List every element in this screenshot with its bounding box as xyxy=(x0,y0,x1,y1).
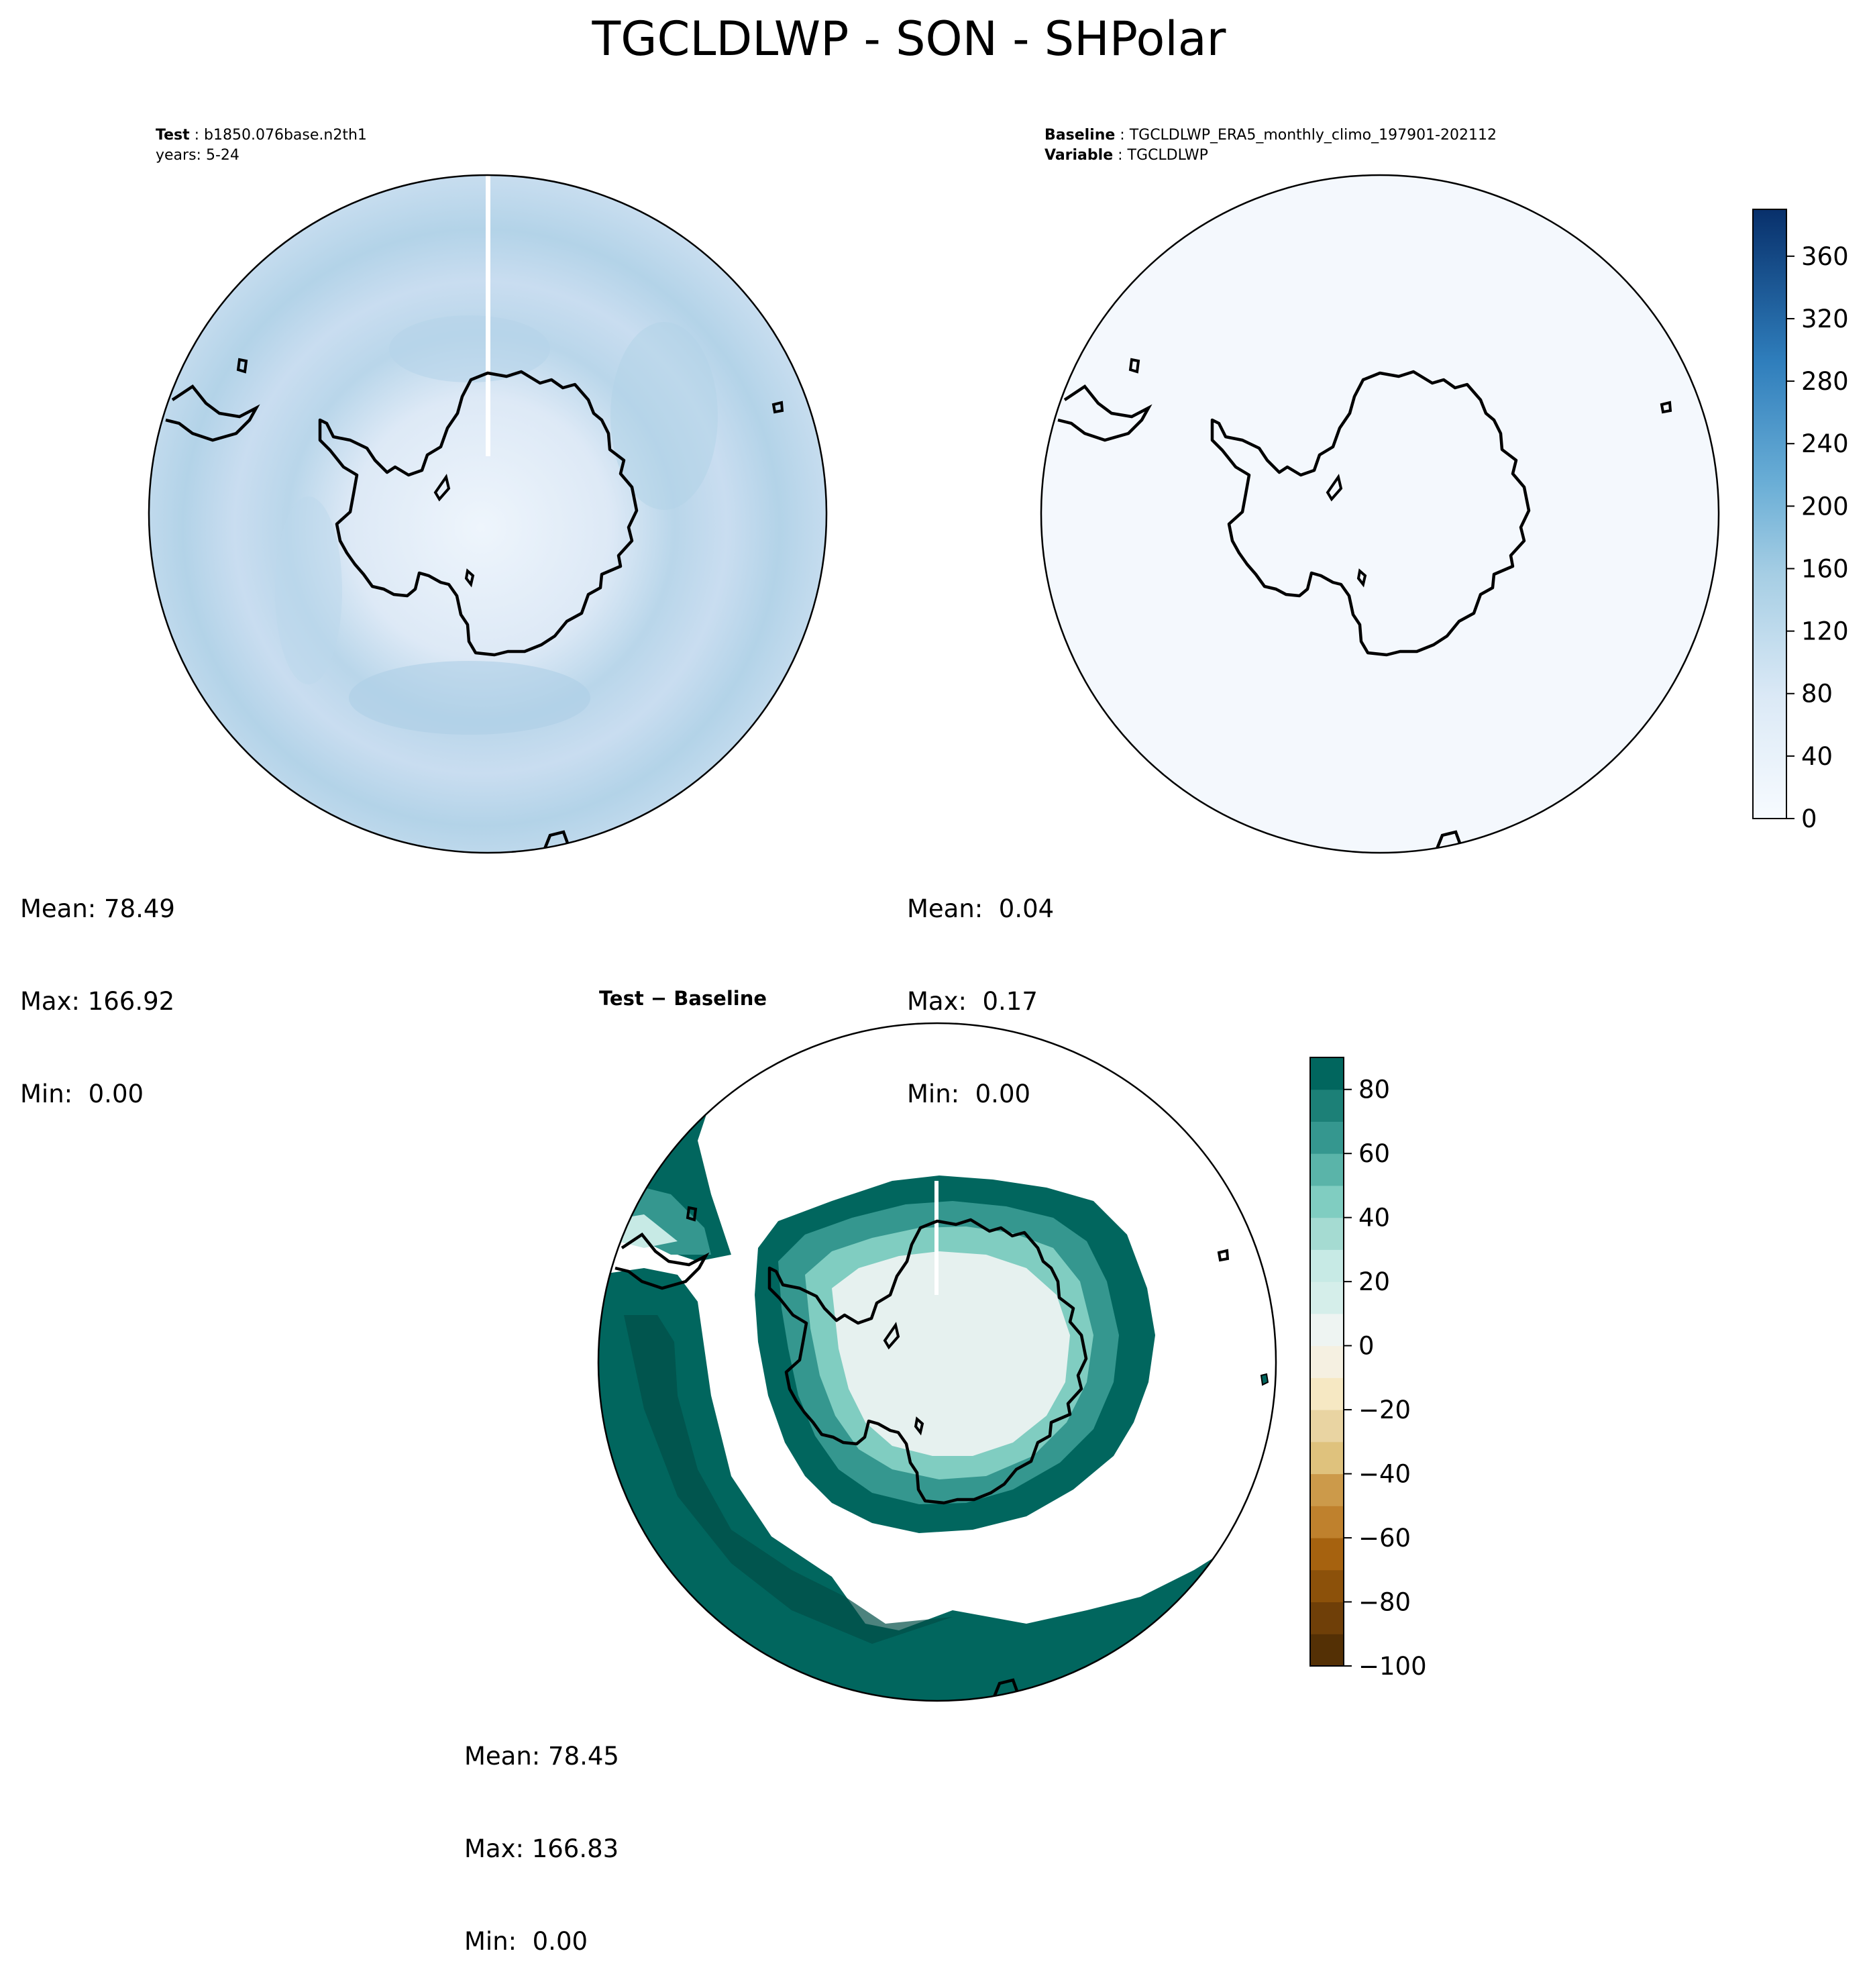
blues-colorbar-ticks: 0 40 80 120 160 200 240 280 320 360 xyxy=(1786,242,1849,833)
test-map-boundary xyxy=(148,174,828,854)
figure-title: TGCLDLWP - SON - SHPolar xyxy=(592,11,1226,66)
brbg-color-segment xyxy=(1310,1441,1344,1475)
brbg-tick-label: 0 xyxy=(1358,1332,1375,1361)
diff-title: Test − Baseline xyxy=(599,987,767,1010)
blues-tick-label: 160 xyxy=(1801,554,1849,583)
baseline-dataset-name: TGCLDLWP_ERA5_monthly_climo_197901-20211… xyxy=(1129,127,1497,144)
brbg-color-segment xyxy=(1310,1089,1344,1122)
test-stats: Mean: 78.49 Max: 166.92 Min: 0.00 xyxy=(20,832,175,1141)
test-panel: Test : b1850.076base.n2th1 years: 5-24 xyxy=(148,127,828,854)
test-mean: Mean: 78.49 xyxy=(20,894,175,923)
brbg-color-segment xyxy=(1310,1473,1344,1506)
diff-stats: Mean: 78.45 Max: 166.83 Min: 0.00 xyxy=(464,1679,619,1988)
baseline-map xyxy=(1041,175,1719,853)
baseline-label: Baseline xyxy=(1044,127,1115,144)
test-map xyxy=(149,175,826,853)
brbg-tick-label: −80 xyxy=(1358,1588,1411,1617)
blues-tick-label: 360 xyxy=(1801,242,1849,271)
test-max: Max: 166.92 xyxy=(20,987,175,1016)
blues-tick-label: 240 xyxy=(1801,429,1849,458)
brbg-tick-label: −100 xyxy=(1358,1652,1427,1681)
brbg-tick-label: −60 xyxy=(1358,1524,1411,1553)
brbg-color-segment xyxy=(1310,1121,1344,1154)
baseline-panel: Baseline : TGCLDLWP_ERA5_monthly_climo_1… xyxy=(1040,127,1849,854)
blues-tick-label: 80 xyxy=(1801,680,1833,709)
brbg-color-segment xyxy=(1310,1249,1344,1282)
brbg-color-segment xyxy=(1310,1313,1344,1347)
blues-tick-label: 0 xyxy=(1801,804,1817,833)
svg-text:Test : b1850.076base.n2th1: Test : b1850.076base.n2th1 xyxy=(156,127,367,144)
brbg-color-segment xyxy=(1310,1185,1344,1218)
variable-label: Variable xyxy=(1044,147,1113,164)
brbg-color-segment xyxy=(1310,1410,1344,1443)
test-years: years: 5-24 xyxy=(156,147,239,164)
brbg-tick-label: −40 xyxy=(1358,1460,1411,1489)
baseline-map-boundary xyxy=(1040,174,1720,854)
diff-max: Max: 166.83 xyxy=(464,1834,619,1863)
brbg-tick-label: 40 xyxy=(1358,1204,1390,1233)
diff-min: Min: 0.00 xyxy=(464,1927,588,1956)
brbg-color-segment xyxy=(1310,1538,1344,1571)
brbg-color-segment xyxy=(1310,1153,1344,1186)
figure-canvas: TGCLDLWP - SON - SHPolar Test : b1850.07… xyxy=(148,11,1849,1702)
blues-tick-label: 320 xyxy=(1801,305,1849,333)
brbg-color-segment xyxy=(1310,1281,1344,1314)
brbg-tick-label: 20 xyxy=(1358,1267,1390,1296)
svg-text:Baseline : TGCLDLWP_ERA5_month: Baseline : TGCLDLWP_ERA5_monthly_climo_1… xyxy=(1044,127,1497,144)
baseline-mean: Mean: 0.04 xyxy=(907,894,1055,923)
brbg-tick-label: −20 xyxy=(1358,1396,1411,1424)
test-label: Test xyxy=(156,127,190,144)
blues-tick-label: 280 xyxy=(1801,367,1849,396)
test-min: Min: 0.00 xyxy=(20,1080,144,1108)
baseline-stats: Mean: 0.04 Max: 0.17 Min: 0.00 xyxy=(907,832,1054,1141)
diff-mean: Mean: 78.45 xyxy=(464,1742,619,1771)
test-case-name: b1850.076base.n2th1 xyxy=(204,127,367,144)
diff-map-boundary xyxy=(597,1022,1277,1702)
brbg-color-segment xyxy=(1310,1345,1344,1378)
baseline-min: Min: 0.00 xyxy=(907,1080,1031,1108)
blues-tick-label: 40 xyxy=(1801,742,1833,771)
blues-tick-label: 120 xyxy=(1801,617,1849,646)
diff-map xyxy=(598,1023,1276,1701)
brbg-colorbar: 80 60 40 20 0 −20 −40 −60 −80 −100 xyxy=(1309,1057,1427,1681)
svg-text:Variable : TGCLDLWP: Variable : TGCLDLWP xyxy=(1044,147,1208,164)
brbg-colorbar-ticks: 80 60 40 20 0 −20 −40 −60 −80 −100 xyxy=(1344,1076,1427,1681)
blues-colorbar: 0 40 80 120 160 200 240 280 320 360 xyxy=(1752,209,1849,833)
baseline-max: Max: 0.17 xyxy=(907,987,1038,1016)
brbg-tick-label: 80 xyxy=(1358,1076,1390,1104)
variable-name: TGCLDLWP xyxy=(1127,147,1208,164)
brbg-color-segment xyxy=(1310,1377,1344,1410)
brbg-color-segment xyxy=(1310,1506,1344,1538)
brbg-color-segment xyxy=(1310,1217,1344,1250)
brbg-tick-label: 60 xyxy=(1358,1139,1390,1168)
brbg-colorbar-segments xyxy=(1310,1057,1344,1667)
brbg-color-segment xyxy=(1310,1602,1344,1634)
brbg-color-segment xyxy=(1310,1634,1344,1667)
brbg-color-segment xyxy=(1310,1057,1344,1090)
blues-tick-label: 200 xyxy=(1801,492,1849,521)
brbg-color-segment xyxy=(1310,1569,1344,1603)
